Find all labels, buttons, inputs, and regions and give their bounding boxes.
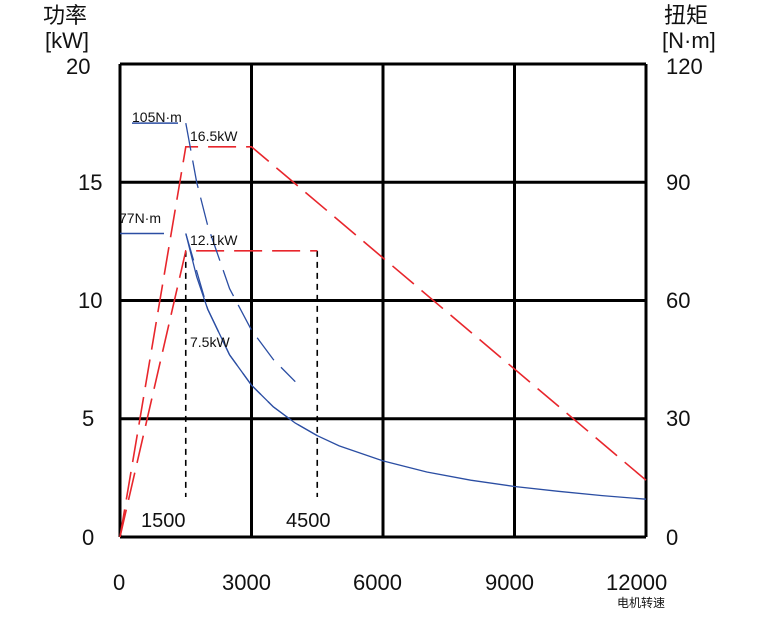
torque-curve — [185, 233, 647, 500]
y2-tick-label: 60 — [666, 288, 691, 313]
x-axis-title: 电机转速 — [617, 596, 666, 610]
x-tick-label: 9000 — [485, 570, 534, 595]
y-tick-label: 5 — [82, 406, 95, 431]
x-tick-label: 6000 — [353, 570, 402, 595]
annotation-16-5kw: 16.5kW — [190, 128, 238, 144]
y-axis-title: 功率 — [43, 3, 88, 28]
annotation-7-5kw: 7.5kW — [190, 334, 230, 350]
x-tick-label: 12000 — [606, 570, 668, 595]
power-curve — [119, 146, 647, 538]
y-tick-label: 15 — [78, 170, 103, 195]
y2-tick-label: 0 — [666, 525, 679, 550]
reference-label-1500: 1500 — [141, 510, 186, 532]
y-tick-label: 10 — [78, 288, 103, 313]
torque-marker-label-105: 105N·m — [132, 109, 182, 125]
y2-axis-title: 扭矩 — [664, 3, 709, 28]
y2-tick-label: 120 — [666, 54, 703, 79]
torque-marker-label-77: 77N·m — [119, 210, 162, 226]
power-curve — [119, 250, 318, 538]
torque-curve — [185, 122, 296, 383]
reference-label-4500: 4500 — [286, 510, 331, 532]
x-tick-label: 3000 — [222, 570, 271, 595]
x-tick-label: 0 — [113, 570, 126, 595]
y2-tick-label: 30 — [666, 406, 691, 431]
y-axis-unit: [kW] — [45, 28, 89, 53]
y2-tick-label: 90 — [666, 170, 691, 195]
y2-axis-unit: [N·m] — [662, 28, 716, 53]
y-tick-label: 20 — [66, 54, 91, 79]
annotation-12-1kw: 12.1kW — [190, 232, 238, 248]
y-tick-label: 0 — [82, 525, 95, 550]
